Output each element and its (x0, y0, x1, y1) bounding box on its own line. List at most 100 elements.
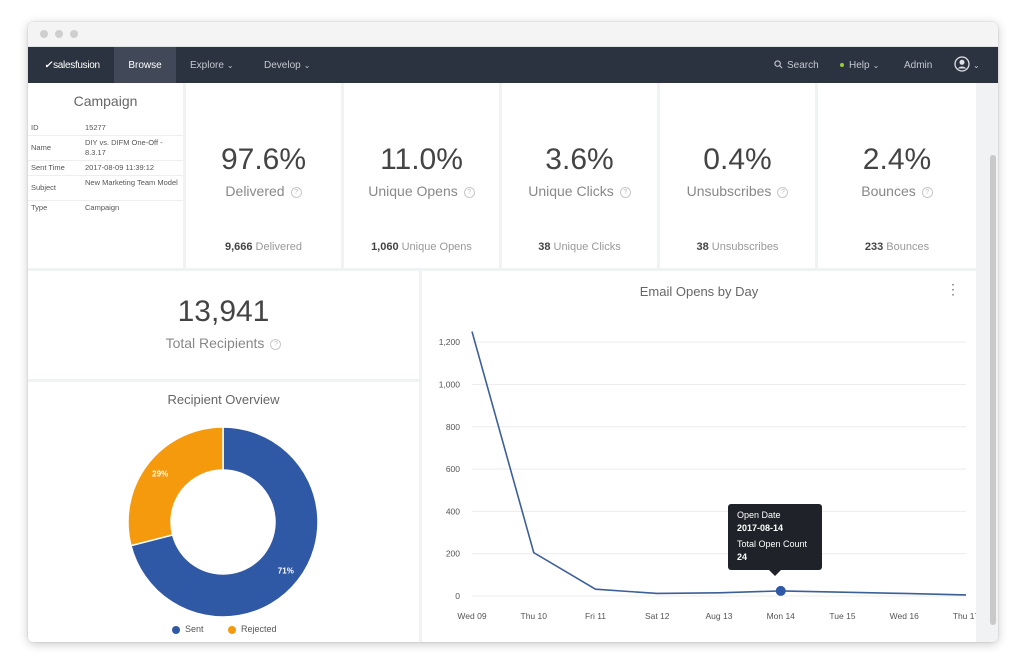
nav-help-label: Help (849, 60, 870, 71)
dashboard-content: Campaign ID 15277 Name DIY vs. DIFM One-Of… (28, 83, 998, 642)
salesfusion-logo[interactable]: ✓salesfusion (44, 60, 100, 71)
stat-label: Bounces? (818, 183, 976, 199)
total-recipients-card: 13,941 Total Recipients? (28, 271, 419, 379)
total-recipients-label: Total Recipients? (28, 335, 419, 351)
email-opens-card: Email Opens by Day ⋮ 0 200 400 600 800 1,000 1… (422, 271, 976, 642)
stat-label-text: Delivered (225, 183, 285, 199)
info-key: Type (31, 203, 48, 212)
series-line (471, 331, 967, 596)
nav-help[interactable]: Help ⌄ (840, 47, 879, 84)
page-scrollbar[interactable] (990, 155, 996, 625)
stat-count: 233 Bounces (818, 241, 976, 253)
avatar-icon (954, 56, 970, 72)
info-row-sent-time: Sent Time 2017-08-09 11:39:12 (28, 161, 183, 176)
x-tick-label: Thu 10 (521, 611, 548, 621)
donut-slice-rejected[interactable] (127, 426, 224, 547)
donut-label-sent: 71% (278, 567, 294, 576)
chart-tooltip: Open Date 2017-08-14 Total Open Count 24 (728, 504, 822, 576)
nav-browse-label: Browse (128, 60, 162, 71)
help-status-dot (840, 63, 844, 68)
y-tick-label: 1,000 (439, 379, 461, 389)
stat-card-unique-opens: 11.0% Unique Opens? 1,060 Unique Opens (344, 83, 499, 268)
stat-card-bounces: 2.4% Bounces? 233 Bounces (818, 83, 976, 268)
stat-count: 38 Unique Clicks (502, 241, 657, 253)
info-value: DIY vs. DIFM One-Off - 8.3.17 (85, 138, 163, 157)
help-icon[interactable]: ? (921, 186, 933, 198)
y-tick-label: 400 (446, 506, 460, 516)
nav-explore[interactable]: Explore ⌄ (190, 47, 234, 84)
recipient-donut-chart: 71% 29% (127, 426, 319, 618)
donut-slice-sent[interactable] (130, 426, 319, 618)
user-menu[interactable]: ⌄ (954, 47, 980, 84)
window-close-dot[interactable] (40, 30, 48, 38)
stat-count-label: Bounces (886, 241, 930, 253)
nav-admin-label: Admin (904, 60, 933, 71)
stat-count-value: 233 (864, 241, 884, 253)
info-value: 15277 (85, 123, 106, 132)
y-tick-label: 200 (446, 549, 460, 559)
stat-label-text: Bounces (861, 183, 916, 199)
total-recipients-label-text: Total Recipients (165, 335, 265, 351)
browser-window: ✓salesfusion Browse Explore ⌄ Develop ⌄ Se… (28, 22, 998, 642)
window-maximize-dot[interactable] (70, 30, 78, 38)
info-key: Name (31, 143, 52, 152)
y-tick-label: 1,200 (439, 337, 461, 347)
rejected-swatch (228, 625, 236, 634)
stat-label-text: Unsubscribes (686, 183, 772, 199)
legend-item-sent: Sent (172, 624, 204, 634)
stat-label: Unique Opens? (344, 183, 499, 199)
window-titlebar (28, 22, 998, 47)
y-tick-label: 800 (446, 422, 460, 432)
x-tick-label: Fri 11 (585, 611, 606, 621)
stat-count: 38 Unsubscribes (660, 241, 815, 253)
help-icon[interactable]: ? (777, 186, 789, 198)
info-row-type: Type Campaign (28, 201, 183, 215)
info-value: New Marketing Team Model (85, 178, 178, 187)
chevron-down-icon: ⌄ (303, 61, 311, 70)
recipient-overview-card: Recipient Overview 71% 29% Sent Rejected (28, 382, 419, 642)
nav-develop[interactable]: Develop ⌄ (264, 47, 310, 84)
stat-count-label: Unsubscribes (711, 241, 779, 253)
tooltip-date: 2017-08-14 (737, 523, 784, 533)
stat-count: 1,060 Unique Opens (344, 241, 499, 253)
help-icon[interactable]: ? (463, 186, 475, 198)
help-icon[interactable]: ? (619, 186, 631, 198)
info-row-name: Name DIY vs. DIFM One-Off - 8.3.17 (28, 136, 183, 161)
legend-label: Rejected (241, 624, 277, 634)
window-minimize-dot[interactable] (55, 30, 63, 38)
stat-percent: 11.0% (380, 143, 463, 176)
nav-admin[interactable]: Admin (904, 47, 932, 84)
help-icon[interactable]: ? (270, 338, 282, 350)
stat-card-delivered: 97.6% Delivered? 9,666 Delivered (186, 83, 341, 268)
tooltip-count-label: Total Open Count (737, 539, 808, 549)
stat-percent: 97.6% (220, 143, 307, 176)
info-key: Sent Time (31, 163, 65, 172)
stat-percent: 3.6% (545, 143, 614, 176)
tooltip-date-label: Open Date (737, 510, 781, 520)
stat-count-label: Unique Opens (401, 241, 472, 253)
info-value: Campaign (85, 203, 120, 212)
more-options-icon[interactable]: ⋮ (946, 281, 960, 297)
stat-count: 9,666 Delivered (186, 241, 341, 253)
nav-browse[interactable]: Browse (114, 47, 176, 84)
legend-item-rejected: Rejected (228, 624, 277, 634)
legend-label: Sent (185, 624, 204, 634)
stat-percent: 2.4% (862, 143, 932, 176)
chevron-down-icon: ⌄ (226, 61, 234, 70)
top-navbar: ✓salesfusion Browse Explore ⌄ Develop ⌄ Se… (28, 47, 998, 84)
info-key: ID (31, 123, 39, 132)
campaign-info-card: Campaign ID 15277 Name DIY vs. DIFM One-Of… (28, 83, 183, 268)
x-tick-label: Wed 09 (457, 611, 486, 621)
chevron-down-icon: ⌄ (872, 61, 880, 70)
nav-search[interactable]: Search (774, 47, 819, 84)
chevron-down-icon: ⌄ (973, 61, 980, 70)
stat-percent: 0.4% (703, 143, 772, 176)
y-tick-label: 0 (455, 591, 460, 601)
help-icon[interactable]: ? (290, 186, 302, 198)
x-tick-label: Wed 16 (890, 611, 919, 621)
stat-label: Unique Clicks? (502, 183, 657, 199)
data-point[interactable] (775, 585, 786, 596)
campaign-title: Campaign (73, 93, 138, 109)
stat-card-unsubscribes: 0.4% Unsubscribes? 38 Unsubscribes (660, 83, 815, 268)
stat-count-label: Unique Clicks (553, 241, 621, 253)
